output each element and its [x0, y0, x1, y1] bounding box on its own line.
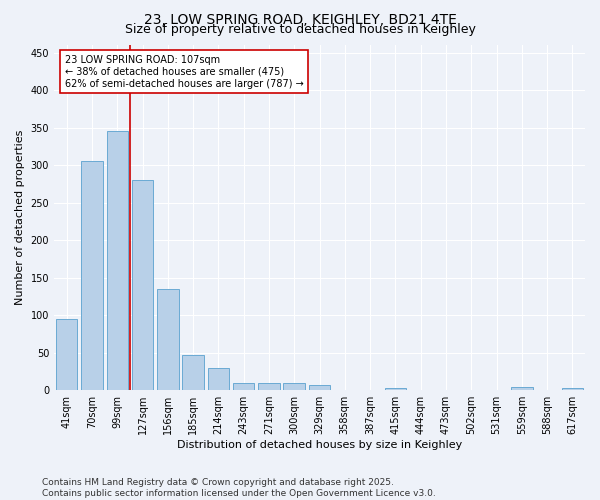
Bar [511, 387, 533, 390]
Bar [309, 385, 330, 390]
Bar [562, 388, 583, 390]
X-axis label: Distribution of detached houses by size in Keighley: Distribution of detached houses by size … [177, 440, 462, 450]
Text: 23 LOW SPRING ROAD: 107sqm
← 38% of detached houses are smaller (475)
62% of sem: 23 LOW SPRING ROAD: 107sqm ← 38% of deta… [65, 56, 304, 88]
Bar [132, 180, 153, 390]
Bar [56, 319, 77, 390]
Bar [157, 289, 179, 390]
Y-axis label: Number of detached properties: Number of detached properties [15, 130, 25, 306]
Bar [233, 382, 254, 390]
Bar [208, 368, 229, 390]
Bar [385, 388, 406, 390]
Bar [258, 382, 280, 390]
Bar [182, 355, 204, 390]
Bar [107, 132, 128, 390]
Text: Contains HM Land Registry data © Crown copyright and database right 2025.
Contai: Contains HM Land Registry data © Crown c… [42, 478, 436, 498]
Bar [81, 162, 103, 390]
Text: 23, LOW SPRING ROAD, KEIGHLEY, BD21 4TE: 23, LOW SPRING ROAD, KEIGHLEY, BD21 4TE [143, 12, 457, 26]
Bar [283, 382, 305, 390]
Text: Size of property relative to detached houses in Keighley: Size of property relative to detached ho… [125, 22, 475, 36]
